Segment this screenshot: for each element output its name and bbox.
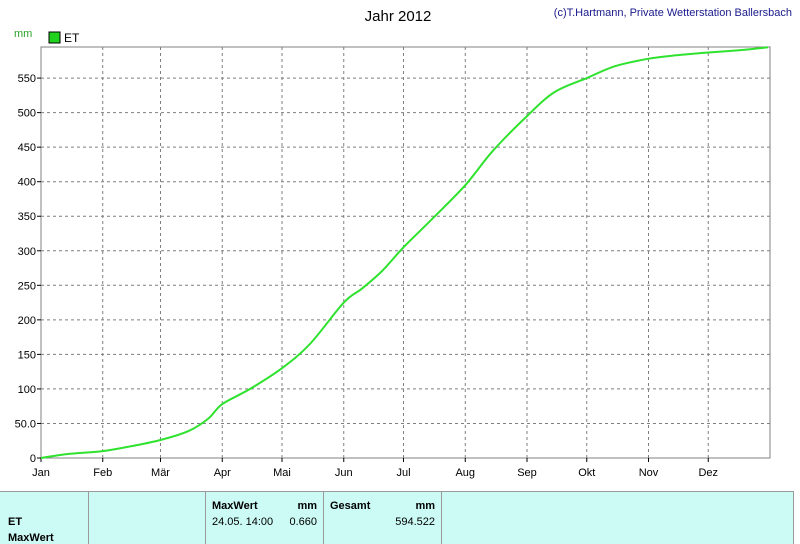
legend: ET: [48, 31, 80, 45]
y-tick-label: 200: [18, 315, 36, 327]
x-tick-label: Jan: [32, 467, 50, 479]
y-tick-label: 50.0: [15, 418, 36, 430]
x-tick-label: Mär: [151, 467, 170, 479]
stats-empty-column-right: [442, 492, 794, 544]
legend-swatch: [48, 31, 61, 44]
grid: [41, 47, 770, 458]
max-value: 0.660: [289, 516, 317, 528]
y-tick-label: 150: [18, 349, 36, 361]
y-tick-label: 250: [18, 280, 36, 292]
x-tick-label: Jun: [335, 467, 353, 479]
y-tick-label: 400: [18, 177, 36, 189]
stats-label-column: ET MaxWert: [0, 492, 89, 544]
y-tick-label: 500: [18, 108, 36, 120]
y-tick-label: 100: [18, 384, 36, 396]
y-tick-label: 0: [30, 453, 36, 465]
stats-empty-column: [89, 492, 206, 544]
stats-row-label: ET: [8, 516, 23, 528]
y-tick-label: 450: [18, 142, 36, 154]
y-tick-label: 550: [18, 73, 36, 85]
stats-row-label-maxwert: MaxWert: [8, 532, 54, 544]
stats-total-column: Gesamt mm 594.522: [324, 492, 442, 544]
series-layer: [40, 46, 769, 459]
max-time: 24.05. 14:00: [212, 516, 274, 528]
plot-frame: [40, 46, 771, 459]
stats-max-column: MaxWert mm 24.05. 14:00 0.660: [206, 492, 324, 544]
x-axis-ticks: Jan Feb Mär Apr Mai Jun Jul Aug Sep Okt Nov Dez: [32, 458, 718, 479]
x-tick-label: Mai: [273, 467, 291, 479]
x-tick-label: Aug: [455, 467, 475, 479]
max-header: MaxWert: [212, 500, 258, 512]
x-tick-label: Feb: [93, 467, 112, 479]
plot-area: [41, 47, 770, 458]
y-axis-ticks: 0 50.0 100 150 200 250 300 350 400 450 500 550: [15, 73, 41, 465]
x-tick-label: Okt: [578, 467, 595, 479]
chart: Jahr 2012 (c)T.Hartmann, Private Wetters…: [14, 7, 792, 479]
x-tick-label: Sep: [517, 467, 537, 479]
total-unit: mm: [415, 500, 435, 512]
x-tick-label: Apr: [214, 467, 231, 479]
total-value: 594.522: [395, 516, 435, 528]
y-axis-unit: mm: [14, 28, 32, 40]
chart-title: Jahr 2012: [365, 8, 432, 25]
credit-text: (c)T.Hartmann, Private Wetterstation Bal…: [554, 7, 792, 19]
legend-label: ET: [64, 31, 80, 45]
stats-panel: ET MaxWert MaxWert mm 24.05. 14:00 0.660…: [0, 491, 794, 544]
series-line-et: [40, 46, 769, 459]
max-unit: mm: [297, 500, 317, 512]
x-tick-label: Dez: [698, 467, 718, 479]
y-tick-label: 350: [18, 211, 36, 223]
y-tick-label: 300: [18, 246, 36, 258]
x-tick-label: Nov: [639, 467, 659, 479]
x-tick-label: Jul: [396, 467, 410, 479]
total-header: Gesamt: [330, 500, 371, 512]
